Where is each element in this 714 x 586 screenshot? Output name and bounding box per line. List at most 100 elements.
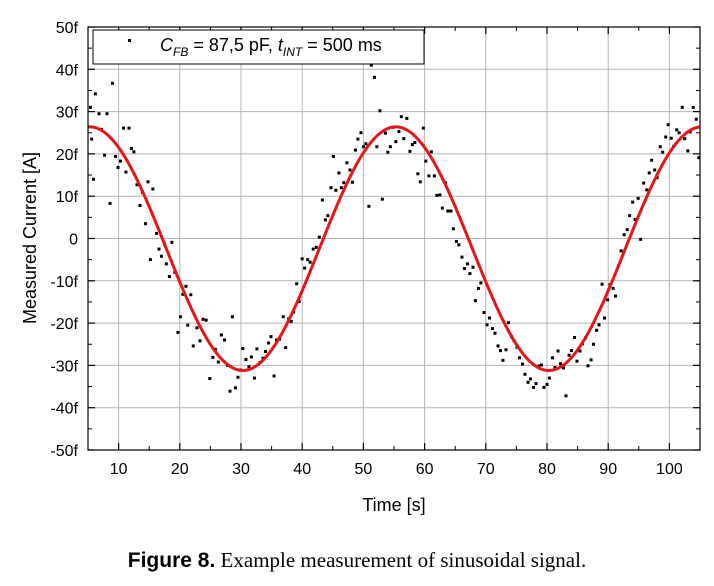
data-point — [498, 349, 502, 353]
data-point — [334, 188, 338, 192]
data-point — [320, 198, 324, 202]
data-point — [575, 359, 579, 363]
data-point — [622, 233, 626, 237]
data-point — [636, 196, 640, 200]
data-point — [314, 245, 318, 249]
data-point — [614, 294, 618, 298]
data-point — [144, 222, 148, 226]
data-point — [603, 316, 607, 320]
data-point — [181, 292, 185, 296]
data-point — [348, 168, 352, 172]
data-point — [661, 150, 665, 154]
data-point — [372, 75, 376, 79]
legend-c-subscript: FB — [173, 45, 188, 59]
data-point — [105, 112, 109, 116]
x-tick-label: 100 — [656, 461, 683, 478]
legend-t-symbol: t — [278, 35, 284, 55]
data-point — [345, 161, 349, 165]
data-point — [547, 376, 551, 380]
data-point — [650, 158, 654, 162]
data-point — [191, 344, 195, 348]
data-point — [416, 172, 420, 176]
data-point — [339, 186, 343, 190]
data-point — [586, 364, 590, 368]
data-point — [329, 186, 333, 190]
x-tick-label: 60 — [416, 461, 434, 478]
data-point — [534, 382, 538, 386]
data-point — [146, 180, 150, 184]
data-point — [255, 347, 259, 351]
data-point — [493, 331, 497, 335]
y-tick-label: 40f — [56, 62, 79, 79]
x-tick-label: 50 — [355, 461, 373, 478]
data-point — [132, 150, 136, 154]
data-point — [528, 377, 532, 381]
data-point — [386, 150, 390, 154]
x-tick-label: 10 — [110, 461, 128, 478]
data-point — [402, 137, 406, 141]
data-point — [323, 218, 327, 222]
data-point — [504, 348, 508, 352]
data-point — [405, 116, 409, 120]
data-point — [460, 255, 464, 259]
data-point — [619, 249, 623, 253]
data-point — [564, 394, 568, 398]
data-point — [468, 272, 472, 276]
data-point — [308, 260, 312, 264]
data-point — [269, 335, 273, 339]
data-point — [465, 262, 469, 266]
data-point — [432, 174, 436, 178]
data-point — [496, 344, 500, 348]
data-point — [272, 374, 276, 378]
data-point — [558, 362, 562, 366]
data-point — [219, 333, 223, 337]
data-point — [487, 316, 491, 320]
data-point — [201, 317, 205, 321]
y-tick-labels: -50f -40f -30f -20f -10f 0 10f 20f 30f 40f 50f — [50, 20, 78, 460]
data-point — [331, 154, 335, 158]
y-tick-label: 20f — [56, 147, 79, 164]
x-tick-label: 20 — [171, 461, 189, 478]
data-point — [683, 137, 687, 141]
y-tick-label: -20f — [50, 316, 78, 333]
data-point — [236, 375, 240, 379]
data-point — [116, 165, 120, 169]
data-point — [178, 315, 182, 319]
legend-marker — [128, 39, 131, 42]
data-point — [471, 265, 475, 269]
y-tick-label: 50f — [56, 20, 79, 37]
data-point — [691, 105, 695, 109]
data-point — [523, 372, 527, 376]
data-point — [532, 385, 536, 389]
data-point — [418, 180, 422, 184]
data-point — [170, 240, 174, 244]
axis-ticks — [87, 26, 701, 451]
data-point — [658, 145, 662, 149]
data-point — [473, 299, 477, 303]
data-point — [216, 360, 220, 364]
data-point — [664, 135, 668, 139]
caption-text: Example measurement of sinusoidal signal… — [220, 548, 587, 572]
data-point — [680, 105, 684, 109]
data-point — [399, 115, 403, 119]
data-point — [148, 258, 152, 262]
data-point — [677, 131, 681, 135]
data-point — [88, 105, 92, 109]
data-point — [556, 349, 560, 353]
data-point — [155, 231, 159, 235]
grid — [88, 27, 700, 450]
data-point — [639, 237, 643, 241]
data-point — [369, 63, 373, 67]
figure-caption: Figure 8. Example measurement of sinusoi… — [0, 548, 714, 573]
data-point — [222, 338, 226, 342]
data-point — [300, 257, 304, 261]
data-point — [233, 386, 237, 390]
data-point — [359, 131, 363, 135]
x-tick-label: 70 — [477, 461, 495, 478]
data-point — [230, 315, 234, 319]
data-point — [164, 262, 168, 266]
data-point — [592, 342, 596, 346]
data-point — [195, 326, 199, 330]
legend-t-value: = 500 ms — [302, 35, 382, 55]
y-tick-label: -30f — [50, 358, 78, 375]
